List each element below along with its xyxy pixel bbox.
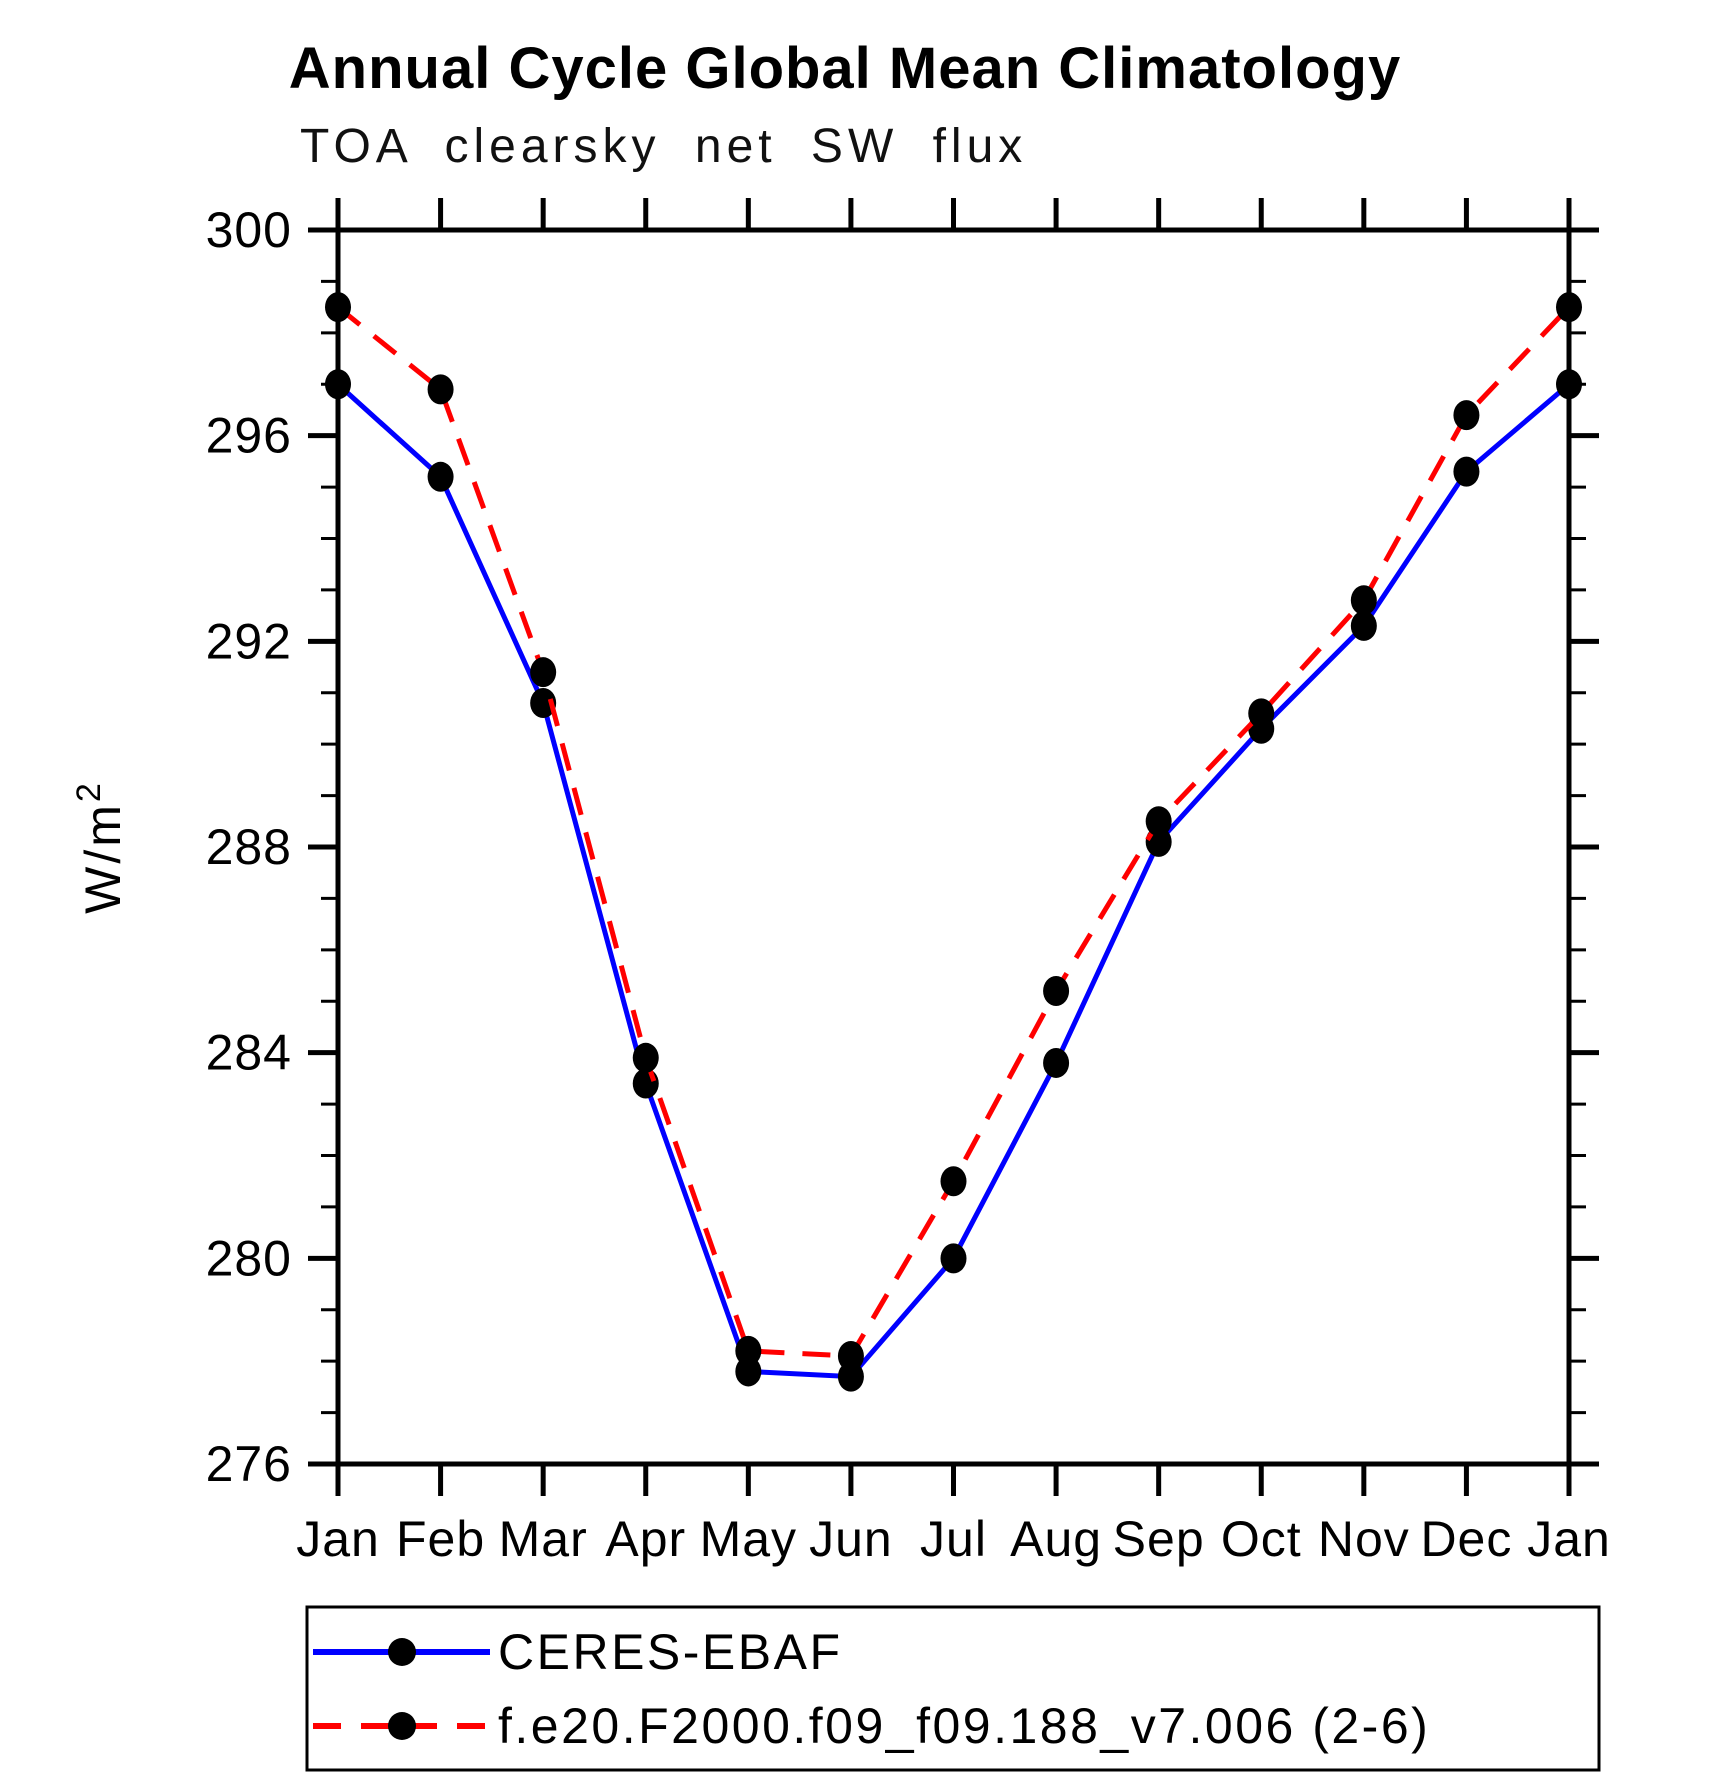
data-point-marker [530, 657, 557, 688]
y-tick-label: 292 [206, 613, 292, 669]
y-tick-label: 296 [206, 408, 292, 464]
data-point-marker [325, 292, 351, 323]
plot-frame [335, 227, 1572, 1467]
data-point-marker [1453, 456, 1480, 487]
x-tick-label: Apr [605, 1511, 686, 1567]
y-axis-title-base: W/m [75, 802, 131, 914]
data-point-marker [632, 1068, 659, 1099]
x-tick-label: Dec [1420, 1511, 1512, 1567]
data-point-marker [735, 1335, 762, 1366]
x-tick-label: Feb [396, 1511, 485, 1567]
chart-subtitle: TOA clearsky net SW flux [300, 120, 1027, 173]
data-point-marker [1350, 610, 1377, 641]
y-tick-label: 284 [206, 1025, 292, 1081]
x-tick-label: Jan [1527, 1511, 1611, 1567]
legend-marker [388, 1638, 416, 1666]
data-point-marker [530, 688, 557, 719]
x-tick-label: Aug [1010, 1511, 1102, 1567]
data-point-marker [1453, 400, 1480, 431]
legend-label: CERES-EBAF [498, 1624, 843, 1680]
x-tick-label: Nov [1318, 1511, 1410, 1567]
y-axis-title: W/m2 [70, 780, 131, 914]
data-point-marker [837, 1361, 864, 1392]
y-tick-label: 300 [206, 202, 292, 258]
data-point-marker [1043, 975, 1070, 1006]
x-tick-label: Jul [920, 1511, 987, 1567]
y-axis-title-exponent: 2 [70, 780, 108, 802]
data-point-marker [1145, 806, 1172, 837]
data-point-marker [427, 461, 454, 492]
data-point-marker [427, 374, 454, 405]
chart-title: Annual Cycle Global Mean Climatology [289, 36, 1401, 101]
x-tick-label: Jun [809, 1511, 893, 1567]
y-tick-label: 280 [206, 1230, 292, 1286]
data-point-marker [1556, 369, 1582, 400]
y-tick-label: 276 [206, 1436, 292, 1492]
x-tick-label: Jan [296, 1511, 380, 1567]
data-point-marker [735, 1356, 762, 1387]
y-tick-label: 288 [206, 819, 292, 875]
legend-label: f.e20.F2000.f09_f09.188_v7.006 (2-6) [498, 1698, 1430, 1754]
legend-box [305, 1605, 1601, 1772]
data-point-marker [1350, 585, 1377, 616]
x-tick-label: Sep [1113, 1511, 1205, 1567]
series-line-0 [336, 382, 1571, 1380]
x-tick-label: Mar [499, 1511, 588, 1567]
data-point-marker [1043, 1047, 1070, 1078]
data-point-marker [837, 1341, 864, 1372]
data-point-marker [940, 1243, 967, 1274]
legend: CERES-EBAF f.e20.F2000.f09_f09.188_v7.006… [305, 1605, 1601, 1772]
series-line-1 [336, 305, 1571, 1359]
data-point-marker [632, 1042, 659, 1073]
plot-area: 276 280 284 288 292 296 300 Jan Feb Mar Apr May Jun J… [206, 198, 1611, 1567]
data-point-marker [325, 369, 351, 400]
data-point-marker [1248, 698, 1275, 729]
x-tick-label: Oct [1221, 1511, 1302, 1567]
data-point-marker [1556, 292, 1582, 323]
x-tick-label: May [700, 1511, 797, 1567]
legend-marker [388, 1712, 416, 1740]
data-point-marker [940, 1166, 967, 1197]
